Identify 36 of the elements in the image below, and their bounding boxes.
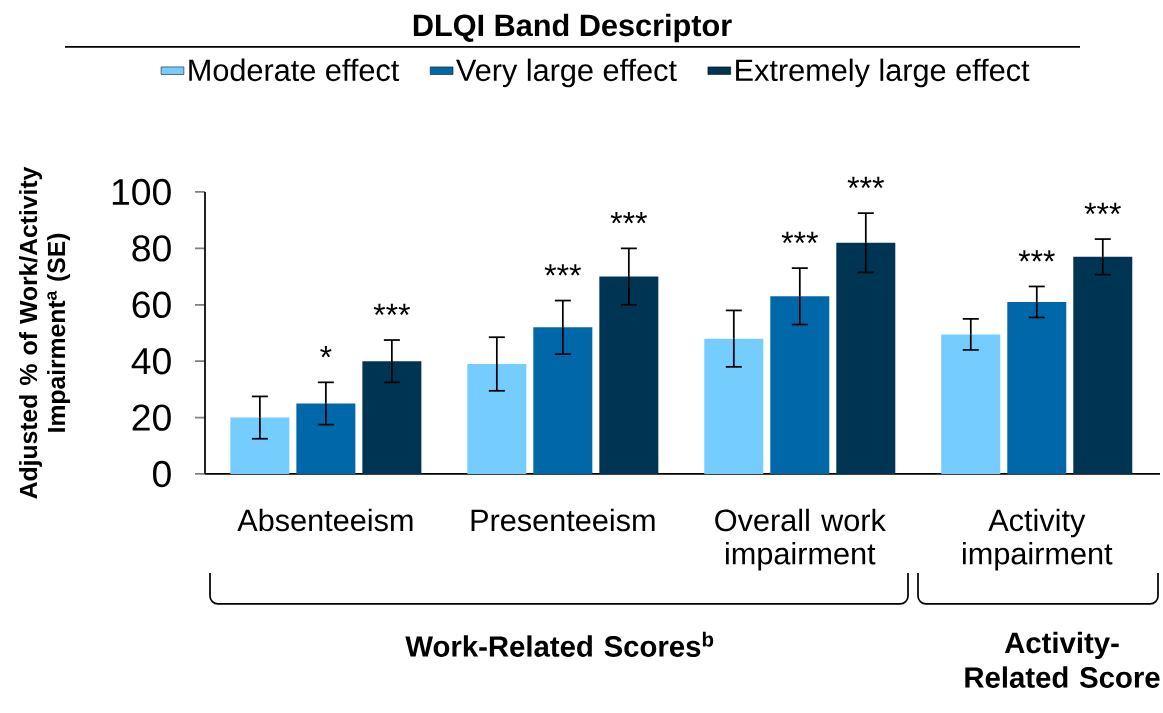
bar [704, 338, 764, 474]
data-label: *** [1084, 202, 1121, 215]
bar [362, 361, 422, 474]
bar [230, 417, 290, 474]
x-tick-label: Absenteeism [237, 508, 413, 532]
text: Activity-Related Score [965, 631, 1160, 688]
bar [599, 276, 659, 474]
bar [836, 242, 896, 474]
data-label: *** [1018, 250, 1055, 262]
bar [941, 334, 1001, 474]
bar [467, 364, 527, 474]
bar [1007, 301, 1067, 474]
legend-label: Moderate effect [189, 58, 400, 82]
data-label: *** [373, 303, 411, 315]
y-tick-label: 20 [132, 404, 171, 431]
x-tick-label: Presenteeism [471, 508, 655, 532]
legend-title: DLQI Band Descriptor [413, 13, 732, 43]
bar [533, 327, 593, 474]
text: Work-Related Scores$^{b}$ [405, 631, 714, 657]
bar [1073, 256, 1133, 474]
legend-label: Very large effect [456, 58, 677, 88]
x-tick-label: Overall work impairment [715, 508, 886, 571]
y-tick-label: 60 [132, 291, 171, 318]
data-label: *** [544, 264, 582, 276]
y-tick-label: 0 [153, 460, 171, 488]
data-label: * [320, 346, 332, 358]
bar [296, 403, 356, 474]
legend-label: Extremely large effect [736, 58, 1030, 88]
y-tick-label: 100 [112, 178, 171, 206]
data-label: *** [781, 231, 818, 244]
data-label: *** [847, 176, 884, 189]
x-tick-label: Activity impairment [962, 508, 1113, 571]
y-tick-label: 40 [131, 347, 171, 375]
data-label: *** [610, 212, 648, 224]
bar [770, 296, 830, 474]
y-tick-label: 80 [132, 235, 171, 262]
